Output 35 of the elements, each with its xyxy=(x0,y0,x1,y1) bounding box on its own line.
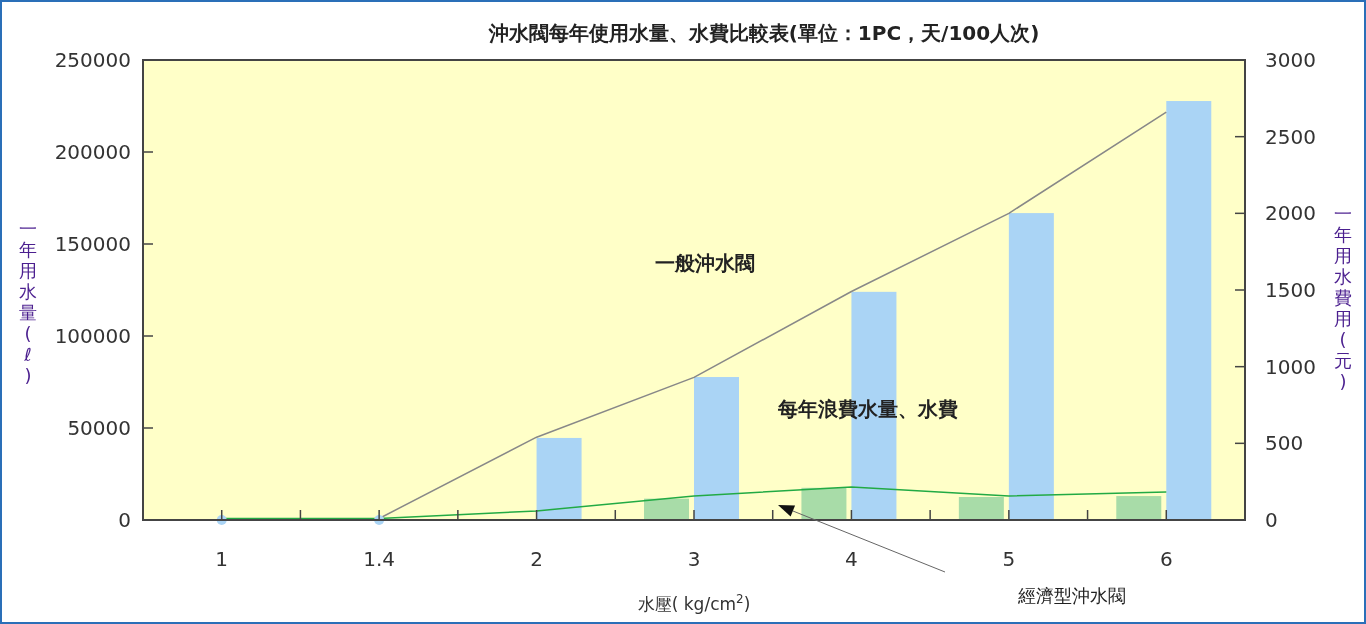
bar xyxy=(694,377,739,520)
x-tick-label: 1 xyxy=(215,547,229,571)
bar xyxy=(958,497,1004,520)
y2-tick-label: 1000 xyxy=(1265,354,1316,379)
y2-tick-label: 500 xyxy=(1265,431,1304,456)
y2-tick-label: 3000 xyxy=(1265,48,1316,72)
y-tick-label: 150000 xyxy=(54,232,131,256)
text: 一年用水費用(元) xyxy=(1334,203,1352,392)
x-tick-label: 1.4 xyxy=(363,547,396,571)
annotation: 一般沖水閥 xyxy=(655,251,755,275)
y-axis-title: 一年用水量(ℓ) xyxy=(19,218,37,386)
chart-title: 沖水閥每年使用水量、水費比較表(單位：1PC，天/100人次) xyxy=(487,21,1040,45)
bar xyxy=(1116,496,1162,520)
y2-tick-label: 2500 xyxy=(1265,124,1316,149)
x-tick-label: 2 xyxy=(530,547,543,571)
y-tick-label: 50000 xyxy=(67,416,131,440)
x-tick-label: 6 xyxy=(1159,547,1173,571)
y2-tick-label: 2000 xyxy=(1265,201,1316,226)
bar xyxy=(1166,101,1212,520)
y2-tick-label: 0 xyxy=(1265,508,1278,532)
y-tick-label: 0 xyxy=(118,508,131,532)
text: 經濟型沖水閥 xyxy=(1017,585,1126,606)
annotation: 每年浪費水量、水費 xyxy=(777,397,958,421)
bar xyxy=(1008,213,1054,520)
bar xyxy=(644,498,689,520)
bar xyxy=(536,437,582,520)
x-tick-label: 5 xyxy=(1002,547,1016,571)
x-tick-label: 4 xyxy=(845,547,858,571)
y-tick-label: 250000 xyxy=(54,48,131,72)
y-tick-label: 200000 xyxy=(54,140,131,164)
bar xyxy=(801,487,847,520)
y-tick-label: 100000 xyxy=(54,324,131,348)
x-tick-label: 3 xyxy=(687,547,701,571)
x-axis-title: 水壓( kg/cm$^{2}$) xyxy=(637,592,751,614)
y2-tick-label: 1500 xyxy=(1265,278,1316,302)
